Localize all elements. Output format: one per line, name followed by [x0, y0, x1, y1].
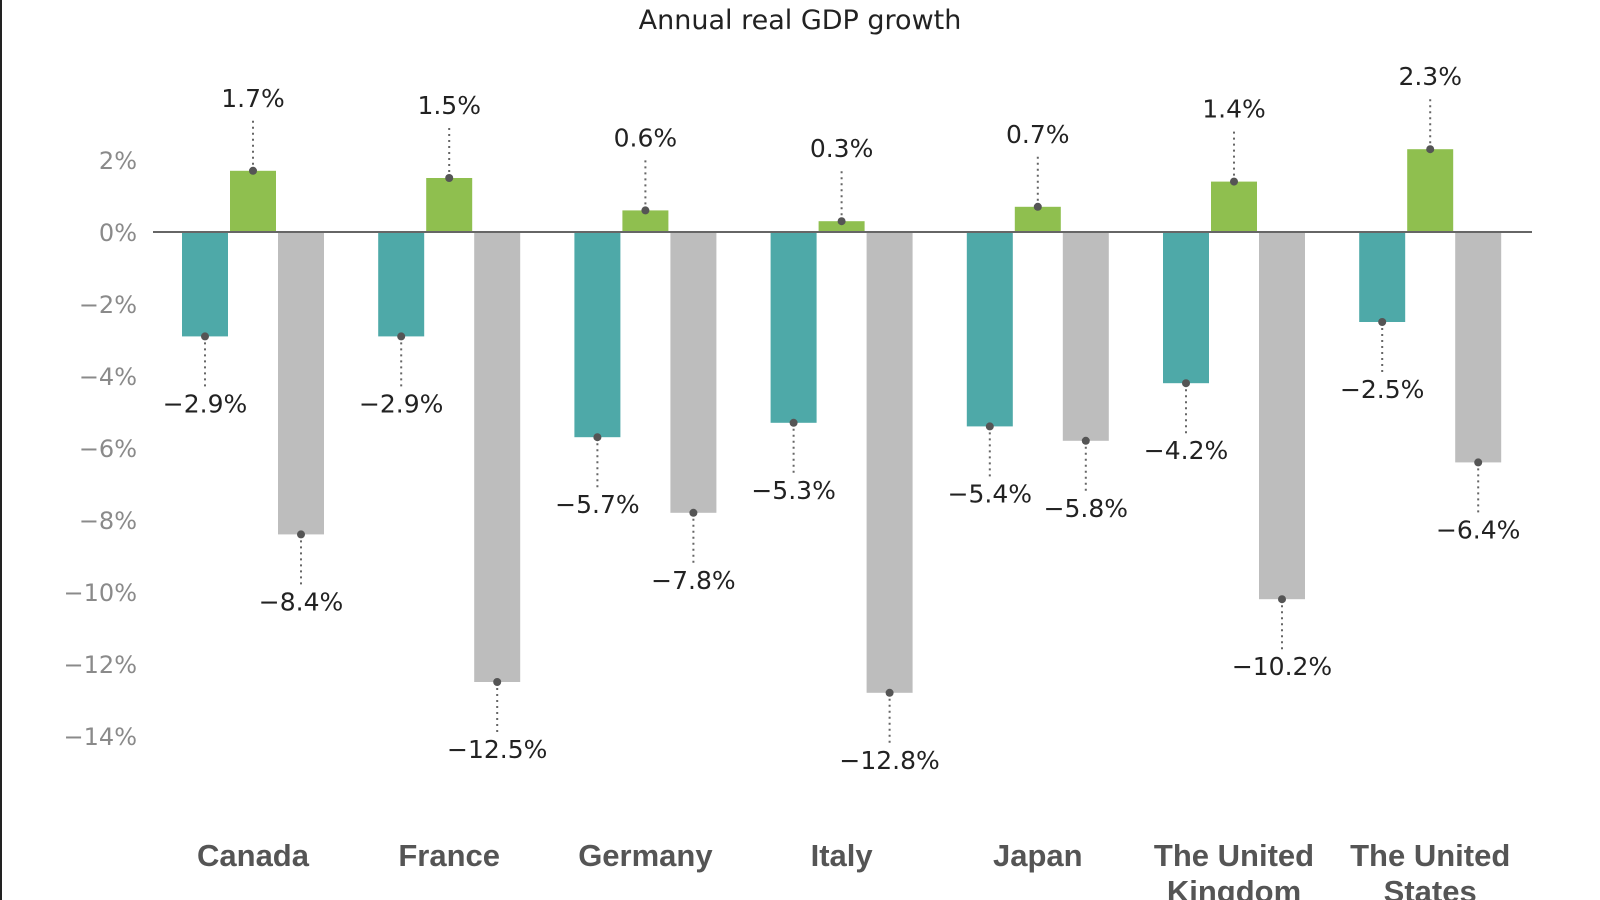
- value-dot: [1378, 318, 1387, 326]
- data-label: −6.4%: [1436, 515, 1520, 544]
- x-category-label: France: [398, 838, 500, 873]
- bar-series-2: [1211, 181, 1257, 232]
- y-tick-label: −12%: [64, 651, 137, 679]
- bar-series-1: [378, 232, 425, 337]
- bar-series-3: [866, 232, 913, 693]
- y-tick-label: −14%: [64, 723, 137, 751]
- value-dot: [445, 174, 454, 182]
- data-label: 0.3%: [810, 134, 874, 163]
- data-label: −7.8%: [651, 566, 735, 595]
- bars: [182, 149, 1502, 693]
- value-dot: [641, 206, 650, 215]
- data-label: −4.2%: [1144, 436, 1228, 465]
- data-label: −2.9%: [359, 389, 443, 418]
- value-dot: [297, 530, 305, 539]
- y-tick-label: −2%: [79, 291, 137, 319]
- x-category-label: Germany: [578, 838, 713, 873]
- bar-series-3: [670, 232, 717, 513]
- y-tick-label: 2%: [99, 147, 137, 175]
- bar-series-1: [966, 232, 1013, 427]
- data-labels: −2.9% 1.7% −8.4% −2.9% 1.5% −12.5% −5.7% 0.6% −7…: [163, 62, 1521, 775]
- value-dot: [1474, 458, 1483, 467]
- bar-series-3: [474, 232, 521, 682]
- bar-series-2: [818, 221, 865, 232]
- bar-series-3: [1062, 232, 1109, 441]
- value-dot: [1033, 202, 1042, 211]
- bar-series-1: [770, 232, 817, 423]
- value-dot: [1230, 177, 1238, 186]
- data-label: 0.7%: [1006, 120, 1070, 149]
- value-dot: [789, 418, 798, 427]
- value-dot: [689, 508, 698, 517]
- bar-series-2: [426, 178, 473, 232]
- value-dot: [1278, 595, 1286, 604]
- bar-series-1: [1359, 232, 1406, 322]
- x-category-label: Kingdom: [1167, 874, 1301, 900]
- y-tick-label: 0%: [99, 219, 137, 247]
- data-label: 1.5%: [417, 91, 481, 120]
- bar-series-2: [1407, 149, 1454, 232]
- y-axis: 2% 0% −2% −4% −6% −8% −10% −12% −14%: [64, 147, 137, 751]
- x-axis: Canada France Germany Italy Japan The UnitedK…: [197, 838, 1510, 900]
- value-dot: [985, 422, 994, 431]
- x-category-label: Canada: [197, 838, 310, 873]
- data-label: −5.3%: [751, 476, 835, 505]
- data-label: −5.8%: [1044, 494, 1128, 523]
- data-label: −5.4%: [948, 479, 1032, 508]
- data-label: 1.7%: [221, 84, 285, 113]
- data-label: −10.2%: [1232, 652, 1332, 681]
- bar-series-1: [574, 232, 621, 438]
- data-label: 2.3%: [1398, 62, 1462, 91]
- value-dot: [493, 678, 502, 686]
- y-tick-label: −8%: [79, 507, 137, 535]
- x-category-label: States: [1384, 874, 1477, 900]
- bar-series-3: [278, 232, 324, 535]
- bar-series-3: [1455, 232, 1502, 463]
- data-label: −8.4%: [259, 587, 343, 616]
- value-dot: [397, 332, 406, 341]
- data-label: −2.9%: [163, 389, 247, 418]
- data-label: 0.6%: [614, 123, 678, 152]
- x-category-label: The United: [1154, 838, 1314, 873]
- x-category-label: Japan: [993, 838, 1083, 873]
- y-tick-label: −6%: [79, 435, 137, 463]
- y-tick-label: −4%: [79, 363, 137, 391]
- value-dot: [249, 166, 257, 175]
- value-dot: [837, 217, 846, 226]
- bar-series-1: [182, 232, 228, 337]
- bar-series-2: [1014, 206, 1061, 232]
- value-dot: [1426, 145, 1435, 154]
- bar-series-3: [1259, 232, 1305, 600]
- value-dot: [1182, 379, 1190, 388]
- data-label: −5.7%: [555, 490, 639, 519]
- data-label: −12.8%: [839, 746, 939, 775]
- bar-series-2: [230, 170, 276, 232]
- bar-series-2: [622, 210, 669, 232]
- data-label: −2.5%: [1340, 375, 1424, 404]
- value-dot: [1081, 436, 1090, 445]
- value-dot: [201, 332, 209, 341]
- chart-title: Annual real GDP growth: [639, 5, 962, 36]
- x-category-label: Italy: [811, 838, 874, 873]
- y-tick-label: −10%: [64, 579, 137, 607]
- x-category-label: The United: [1350, 838, 1510, 873]
- value-dot: [593, 433, 602, 442]
- data-label: −12.5%: [447, 735, 547, 764]
- bar-series-1: [1163, 232, 1209, 384]
- value-dot: [885, 688, 894, 697]
- data-label: 1.4%: [1202, 95, 1266, 124]
